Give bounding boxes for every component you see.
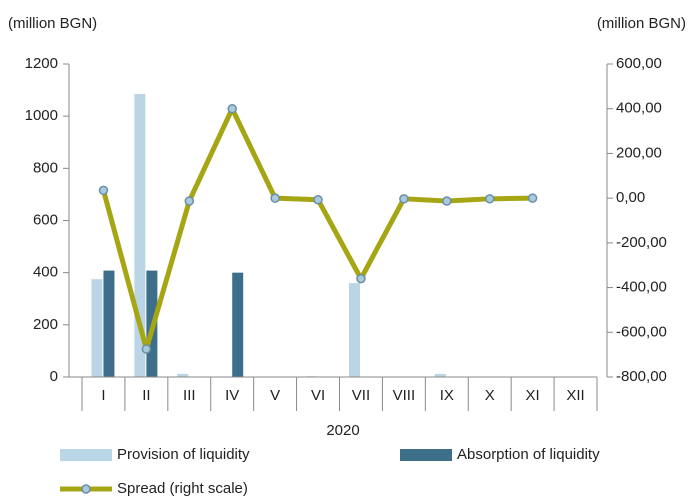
marker — [399, 194, 409, 204]
legend-swatch — [400, 449, 452, 461]
bar — [348, 283, 360, 377]
marker — [356, 273, 366, 284]
marker — [184, 196, 195, 206]
bar — [91, 279, 103, 377]
legend-label: Spread (right scale) — [117, 480, 248, 497]
marker — [98, 185, 109, 196]
x-tick-label: IV — [225, 387, 239, 404]
marker — [313, 194, 323, 205]
x-tick-label: V — [270, 387, 280, 404]
x-tick-label: VI — [311, 387, 325, 404]
bar — [434, 373, 446, 377]
y-tick-label: 1200 — [25, 55, 58, 72]
x-tick-label: XI — [526, 387, 540, 404]
y-tick-label: 200 — [33, 316, 58, 333]
marker — [141, 344, 152, 354]
x-tick-label: II — [142, 387, 150, 404]
y-tick-label: 800 — [33, 159, 58, 176]
x-tick-label: VIII — [393, 387, 416, 404]
x-tick-label: X — [485, 387, 495, 404]
legend-label: Provision of liquidity — [117, 446, 250, 463]
legend-marker — [81, 484, 91, 494]
y2-tick-label: 600,00 — [616, 55, 662, 72]
legend-label: Absorption of liquidity — [457, 446, 600, 463]
y2-axis-label: (million BGN) — [597, 15, 686, 32]
x-tick-label: IX — [440, 387, 454, 404]
line — [101, 106, 533, 352]
y2-tick-label: -400,00 — [616, 279, 667, 296]
marker — [442, 196, 452, 206]
legend-swatch — [60, 449, 112, 461]
bar — [103, 270, 115, 377]
bar — [134, 93, 146, 377]
y-tick-label: 0 — [50, 368, 58, 385]
y-tick-label: 600 — [33, 211, 58, 228]
y-axis-label: (million BGN) — [8, 15, 97, 32]
x-tick-label: VII — [352, 387, 370, 404]
marker — [227, 103, 237, 114]
marker — [270, 193, 280, 203]
marker — [527, 193, 538, 203]
x-tick-label: XII — [566, 387, 584, 404]
y2-tick-label: 200,00 — [616, 144, 662, 161]
y2-tick-label: -600,00 — [616, 323, 667, 340]
x-tick-label: III — [183, 387, 196, 404]
y-tick-label: 400 — [33, 264, 58, 281]
y-tick-label: 1000 — [25, 107, 58, 124]
marker — [484, 194, 495, 204]
x-tick-label: I — [101, 387, 105, 404]
bar — [177, 373, 189, 377]
bar — [232, 272, 244, 377]
y2-tick-label: 0,00 — [616, 189, 645, 206]
y2-tick-label: -200,00 — [616, 234, 667, 251]
x-axis-label: 2020 — [326, 422, 359, 439]
y2-tick-label: -800,00 — [616, 368, 667, 385]
y2-tick-label: 400,00 — [616, 100, 662, 117]
